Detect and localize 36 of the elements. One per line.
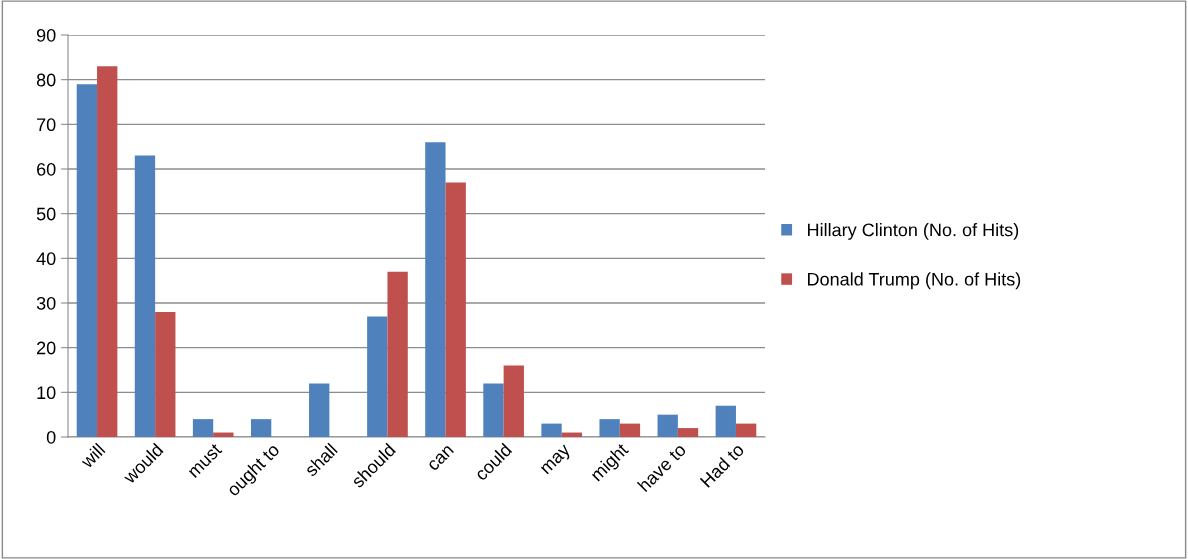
- bar: [250, 419, 272, 437]
- bar: [715, 405, 736, 437]
- y-tick-label: 80: [36, 73, 56, 87]
- bar: [155, 311, 176, 437]
- bar: [192, 419, 214, 437]
- bar: [425, 142, 446, 437]
- bar: [445, 182, 466, 437]
- bar: [387, 271, 408, 437]
- bar: [76, 84, 98, 437]
- y-tick-label: 30: [36, 296, 56, 310]
- y-tick-label: 10: [37, 386, 56, 400]
- x-tick-label: can: [427, 445, 455, 472]
- bar: [97, 66, 118, 437]
- y-tick-label: 60: [37, 162, 56, 176]
- y-tick-label: 0: [46, 430, 56, 444]
- bar: [657, 414, 678, 437]
- bar: [483, 383, 504, 437]
- y-tick-label: 90: [36, 28, 56, 42]
- y-tick-label: 50: [36, 207, 56, 221]
- bar: [309, 383, 330, 437]
- x-tick-label: may: [540, 444, 574, 478]
- bar: [599, 419, 620, 437]
- bar: [134, 155, 156, 437]
- bar: [619, 423, 641, 437]
- y-tick-label: 70: [37, 118, 56, 132]
- bar: [735, 423, 757, 437]
- legend-label: Hillary Clinton (No. of Hits): [808, 223, 1019, 240]
- bar: [677, 428, 699, 437]
- bar: [541, 423, 562, 437]
- bar: [213, 432, 234, 437]
- x-tick-label: will: [79, 442, 106, 469]
- y-tick-label: 40: [36, 252, 56, 266]
- y-tick-label: 20: [37, 341, 56, 355]
- legend-label: Donald Trump (No. of Hits): [808, 272, 1021, 290]
- bar: [503, 365, 524, 437]
- bar: [367, 316, 388, 437]
